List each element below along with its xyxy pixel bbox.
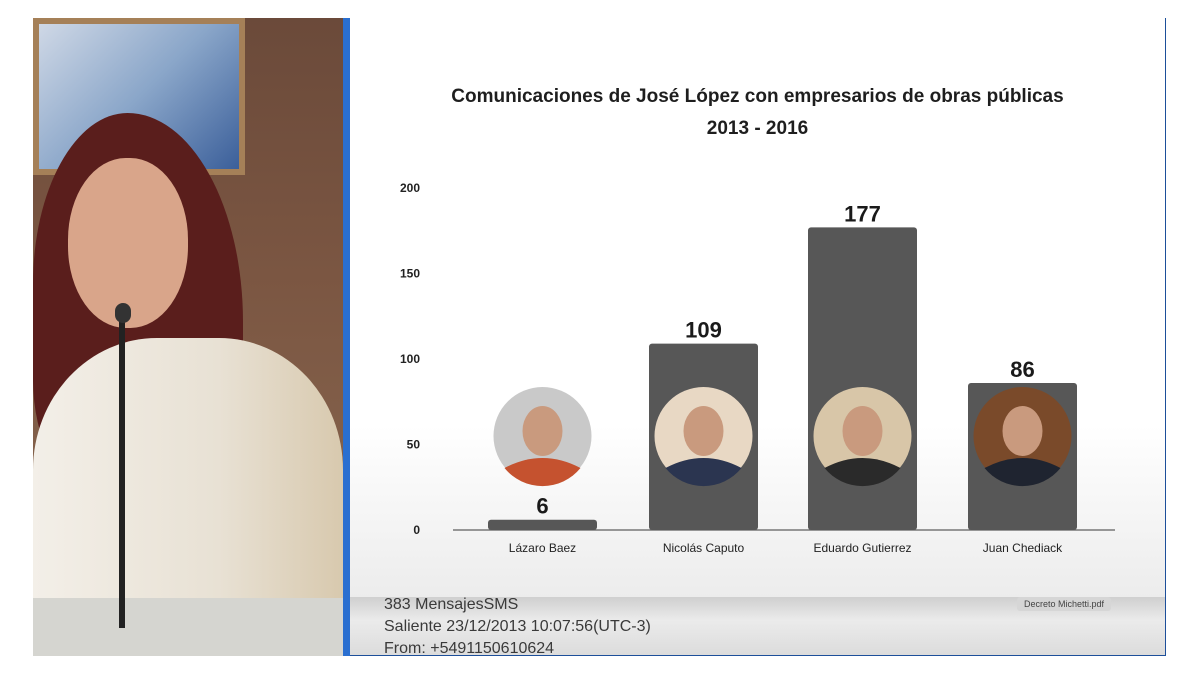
category-label: Juan Chediack — [983, 541, 1063, 555]
category-label: Lázaro Baez — [509, 541, 576, 555]
document-viewer: 383 MensajesSMS Saliente 23/12/2013 10:0… — [350, 597, 1165, 655]
data-label: 86 — [1010, 357, 1034, 382]
microphone-icon — [115, 303, 131, 323]
y-tick-label: 100 — [400, 352, 420, 366]
doc-line: 383 MensajesSMS — [384, 597, 519, 613]
portrait-photo — [813, 387, 912, 487]
y-tick-label: 50 — [407, 438, 421, 452]
speaker-face — [68, 158, 188, 328]
chart-subtitle: 2013 - 2016 — [706, 118, 809, 139]
desk-papers — [33, 598, 343, 656]
chart-title: Comunicaciones de José López con empresa… — [451, 86, 1064, 107]
doc-line: Saliente 23/12/2013 10:07:56(UTC-3) — [384, 618, 651, 635]
bar-chart: 0 50 100 150 200 6 Lázaro Baez 109 Nicolás Capu… — [400, 181, 1115, 555]
category-label: Eduardo Gutierrez — [813, 541, 911, 555]
data-label: 177 — [844, 201, 881, 226]
divider — [343, 18, 350, 656]
portrait-photo — [973, 387, 1072, 487]
microphone-stand — [119, 308, 125, 628]
portrait-photo — [493, 387, 592, 487]
bar — [488, 519, 597, 530]
speaker-video — [33, 18, 343, 656]
category-label: Nicolás Caputo — [663, 541, 745, 555]
y-tick-label: 150 — [400, 267, 420, 281]
y-tick-label: 200 — [400, 181, 420, 195]
doc-line: From: +5491150610624 — [384, 640, 555, 655]
data-label: 109 — [685, 318, 722, 343]
y-tick-label: 0 — [413, 523, 420, 537]
data-label: 6 — [536, 494, 548, 519]
portrait-photo — [654, 387, 753, 487]
pdf-tab[interactable]: Decreto Michetti.pdf — [1017, 597, 1112, 611]
